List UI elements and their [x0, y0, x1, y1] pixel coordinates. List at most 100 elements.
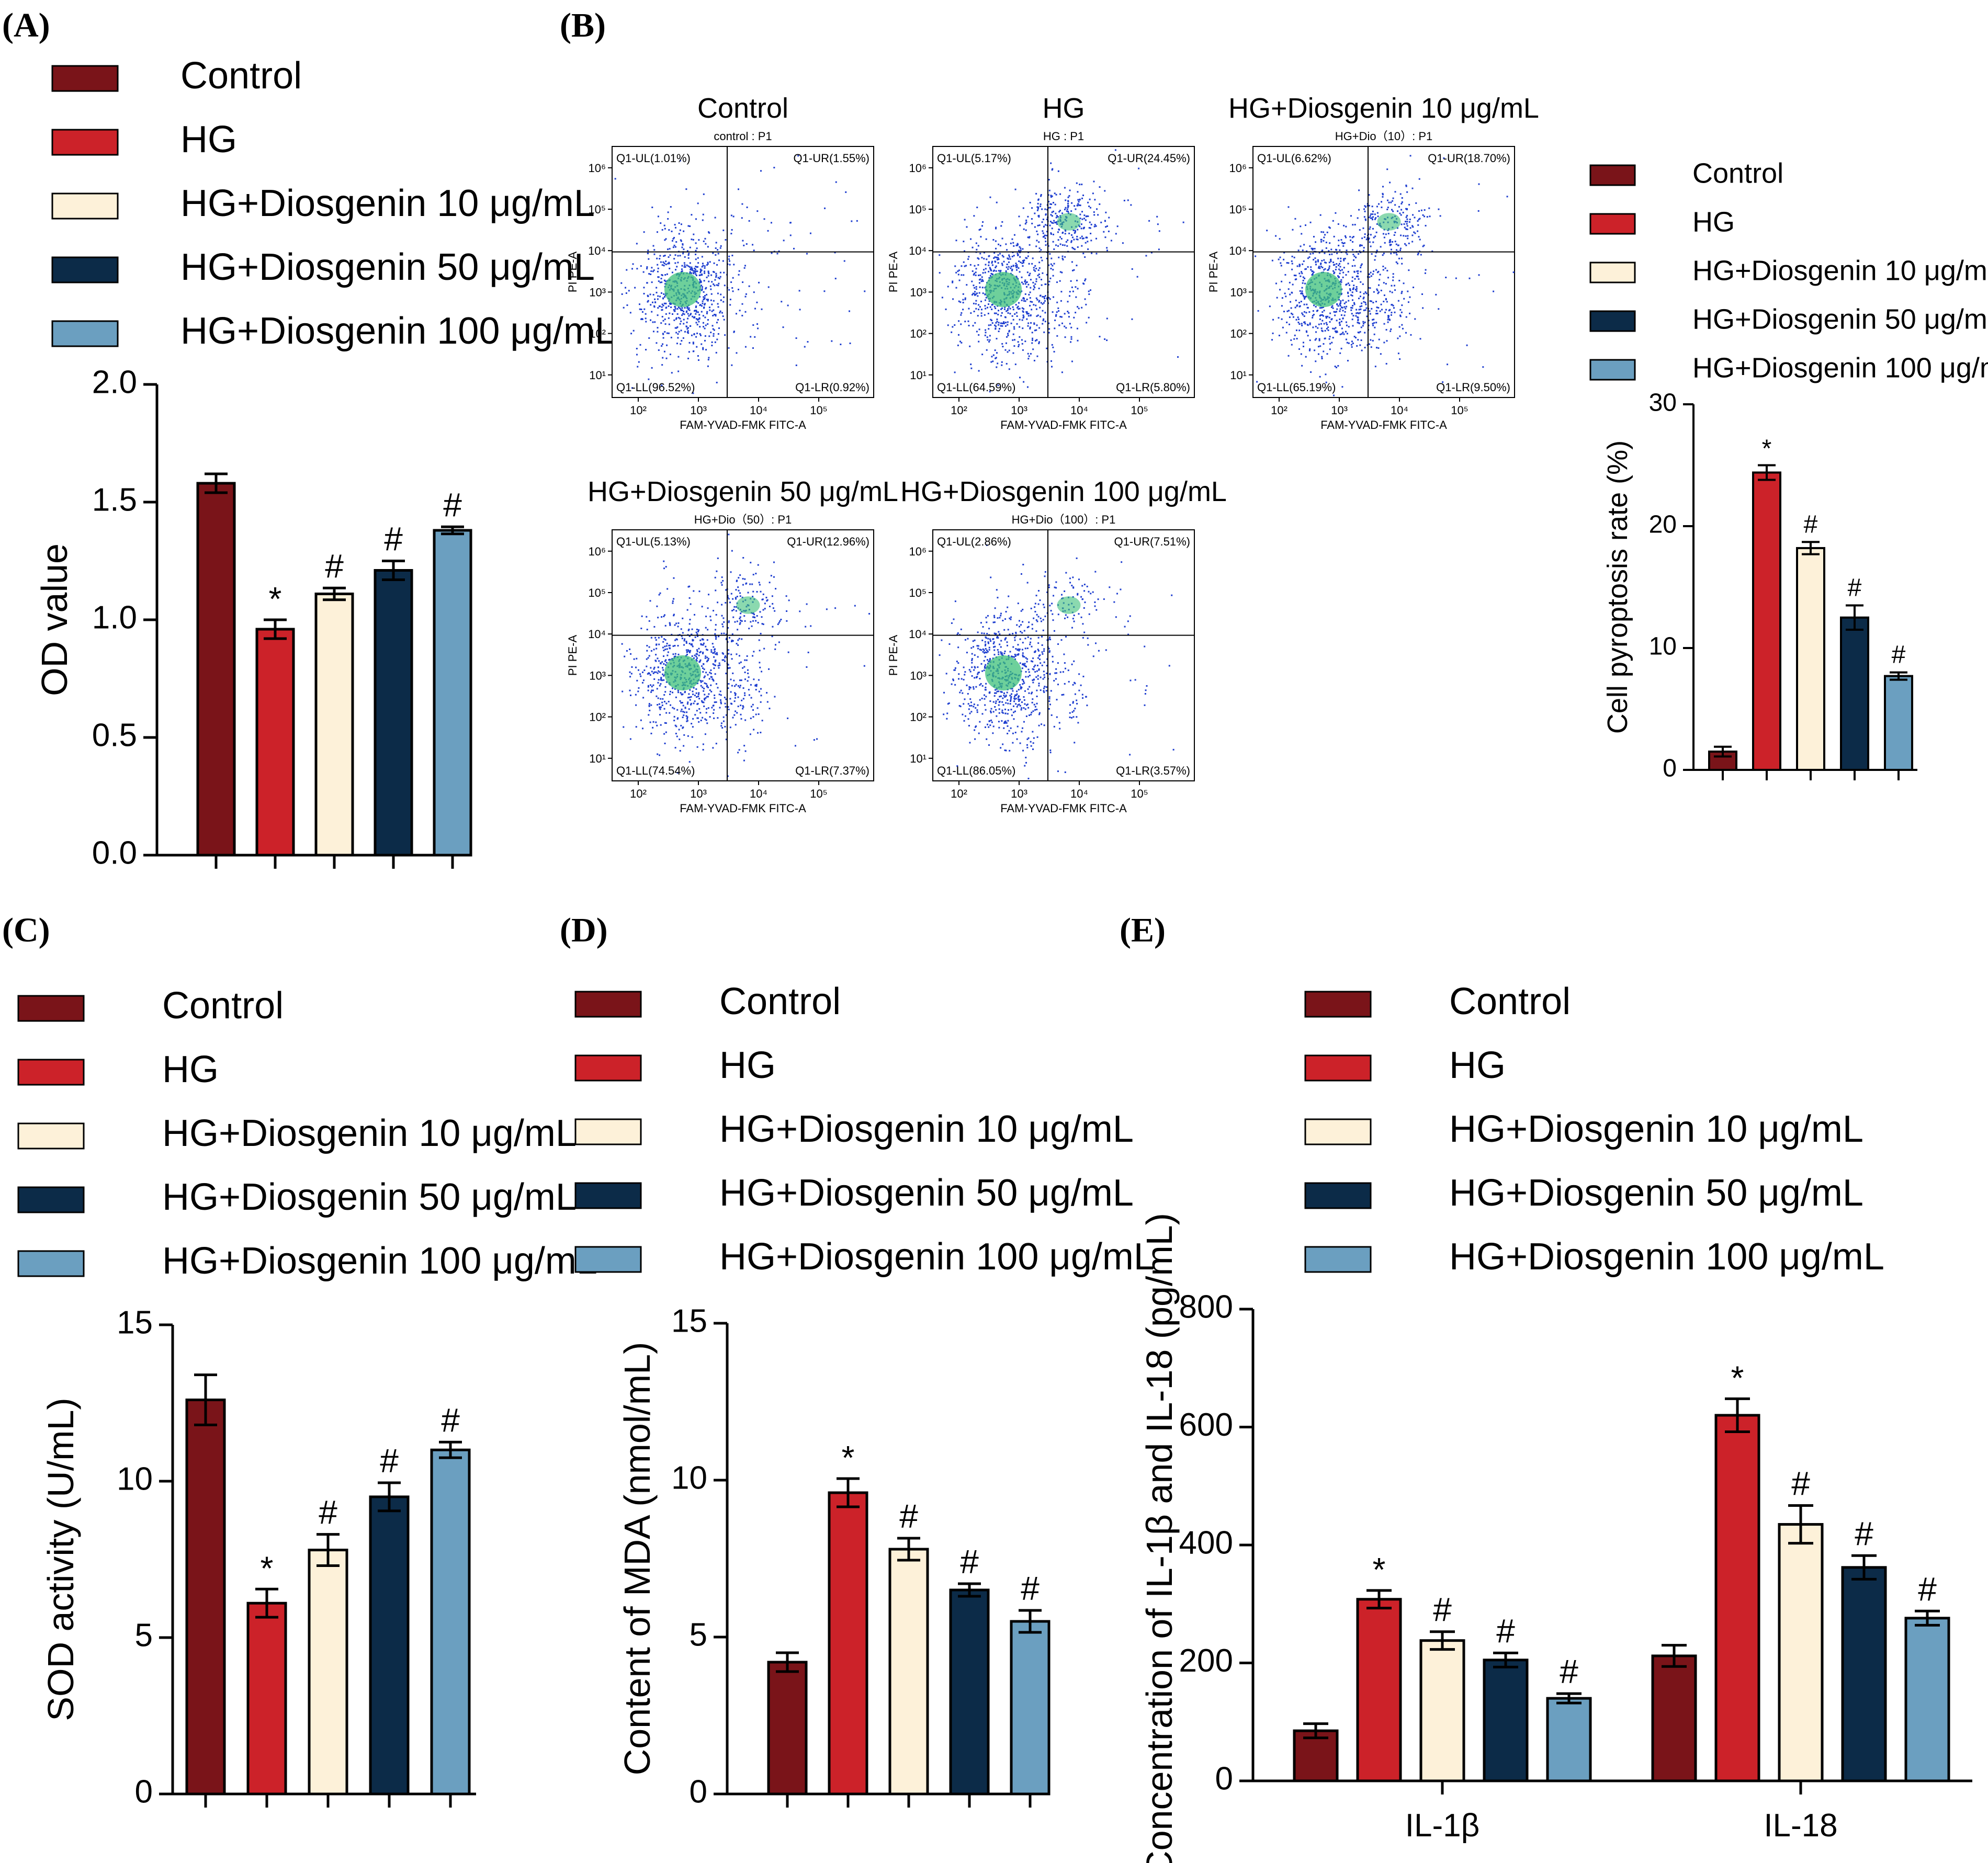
event-dot [660, 679, 662, 681]
event-dot [628, 290, 630, 292]
event-dot [1022, 262, 1024, 264]
bar [1778, 1523, 1824, 1782]
event-dot [1078, 308, 1080, 310]
event-dot [734, 692, 736, 694]
event-dot [1354, 265, 1356, 267]
flow-y-tick-label: 10² [1230, 327, 1247, 340]
event-dot [1310, 266, 1312, 268]
event-dot [967, 718, 969, 720]
flow-plot-title: HG+Diosgenin 50 μg/mL [588, 476, 898, 507]
event-dot [1046, 672, 1048, 674]
event-dot [652, 331, 654, 333]
event-dot [1009, 617, 1011, 619]
event-dot [1392, 210, 1394, 212]
event-dot [1323, 323, 1325, 325]
y-tick-label: 10 [671, 1460, 707, 1496]
event-dot [642, 697, 645, 699]
event-dot [677, 717, 679, 719]
event-dot [1040, 194, 1042, 196]
event-dot [1093, 180, 1095, 183]
event-dot [770, 222, 772, 224]
flow-x-label: FAM-YVAD-FMK FITC-A [680, 418, 806, 431]
event-dot [1085, 242, 1087, 244]
event-dot [973, 274, 975, 276]
event-dot [795, 337, 797, 339]
event-dot [1024, 340, 1026, 343]
event-dot [1398, 257, 1400, 259]
flow-y-tick-label: 10⁶ [588, 162, 606, 175]
event-dot [1386, 208, 1388, 210]
event-dot [984, 287, 986, 289]
event-dot [738, 274, 740, 276]
event-dot [682, 337, 684, 339]
event-dot [635, 704, 637, 706]
event-dot [658, 637, 660, 639]
event-dot [706, 276, 708, 278]
event-dot [727, 775, 729, 777]
event-dot [1042, 678, 1044, 680]
event-dot [1043, 296, 1045, 298]
event-dot [636, 679, 638, 681]
event-dot [747, 669, 749, 671]
event-dot [1345, 274, 1347, 276]
event-dot [1005, 322, 1007, 324]
event-dot [1115, 233, 1117, 235]
event-dot [722, 580, 724, 582]
event-dot [1382, 233, 1384, 235]
event-dot [806, 603, 808, 605]
event-dot [1351, 236, 1353, 238]
event-dot [1315, 241, 1317, 243]
event-dot [1001, 711, 1003, 713]
event-dot [1087, 201, 1089, 203]
event-dot [1019, 256, 1021, 258]
event-dot [716, 264, 718, 266]
event-dot [710, 619, 712, 621]
event-dot [1070, 338, 1072, 340]
event-dot [1348, 326, 1350, 328]
event-dot [956, 633, 958, 635]
event-dot [1368, 217, 1370, 219]
event-dot [1023, 308, 1025, 310]
event-dot [1283, 258, 1285, 260]
event-dot [1422, 245, 1424, 247]
event-dot [1070, 210, 1072, 212]
event-dot [1087, 215, 1089, 217]
event-dot [1022, 259, 1024, 262]
event-dot [981, 685, 984, 687]
event-dot [1069, 291, 1071, 293]
event-dot [984, 293, 986, 296]
event-dot [1071, 247, 1074, 249]
significance-mark: # [443, 486, 462, 524]
event-dot [658, 276, 660, 278]
event-dot [638, 361, 640, 363]
event-dot [695, 266, 697, 268]
event-dot [1356, 345, 1358, 347]
event-dot [720, 632, 722, 634]
event-dot [1299, 264, 1301, 266]
event-dot [1054, 327, 1056, 330]
event-dot [1338, 276, 1340, 278]
event-dot [704, 657, 706, 659]
event-dot [671, 372, 673, 374]
event-dot [1382, 269, 1384, 271]
event-dot [714, 217, 716, 219]
event-dot [1348, 342, 1350, 344]
event-dot [1343, 259, 1345, 262]
event-dot [713, 646, 715, 648]
event-dot [1319, 214, 1321, 216]
event-dot [737, 639, 739, 641]
event-dot [660, 724, 662, 726]
event-dot [665, 306, 668, 309]
event-dot [1365, 219, 1367, 221]
event-dot [742, 708, 744, 710]
event-dot [1334, 271, 1336, 274]
event-dot [1343, 306, 1346, 308]
event-dot [1315, 264, 1317, 266]
event-dot [1018, 696, 1020, 698]
event-dot [1049, 752, 1052, 754]
event-dot [1063, 694, 1065, 696]
event-dot [688, 635, 691, 637]
event-dot [1056, 223, 1058, 225]
event-dot [992, 239, 995, 241]
event-dot [1033, 269, 1035, 271]
